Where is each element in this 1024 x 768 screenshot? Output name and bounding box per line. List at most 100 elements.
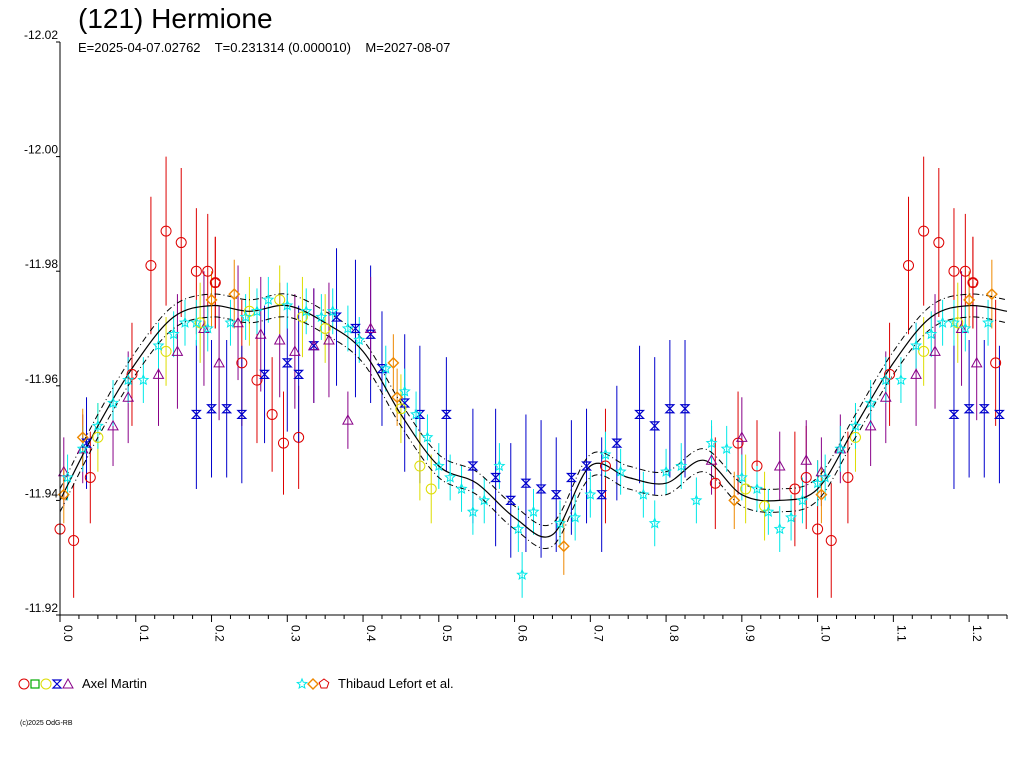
data-point <box>171 345 184 356</box>
x-tick-label: 0.8 <box>667 625 681 642</box>
data-point <box>395 403 407 415</box>
data-point <box>224 316 237 328</box>
data-point <box>259 369 271 379</box>
data-point <box>796 494 809 506</box>
data-point <box>599 448 612 460</box>
data-point <box>596 490 608 500</box>
data-point <box>379 362 392 374</box>
data-point <box>76 431 89 444</box>
data-point <box>266 408 278 420</box>
data-point <box>505 495 517 505</box>
data-point <box>825 535 837 547</box>
data-point <box>527 505 540 517</box>
data-point <box>76 442 89 454</box>
data-point <box>399 398 411 408</box>
data-point <box>963 293 976 306</box>
data-point <box>300 304 313 317</box>
data-point <box>849 419 862 432</box>
y-tick-label: -12.00 <box>24 143 58 157</box>
data-point <box>387 356 400 369</box>
data-point <box>432 459 445 472</box>
data-point <box>478 494 491 506</box>
data-point <box>982 316 995 328</box>
data-point <box>107 419 119 431</box>
data-point <box>773 522 786 535</box>
data-point <box>614 465 627 477</box>
data-point <box>175 237 187 249</box>
data-point <box>849 431 861 443</box>
data-point <box>440 409 452 420</box>
y-tick-label: -11.98 <box>25 257 58 271</box>
data-point <box>709 477 721 489</box>
data-point <box>675 459 688 472</box>
data-point <box>190 316 203 328</box>
x-tick-label: 1.1 <box>894 625 908 642</box>
data-point <box>948 409 960 420</box>
data-point <box>705 454 718 465</box>
legend-marker <box>51 678 63 689</box>
data-point <box>936 316 949 328</box>
data-point <box>918 225 930 237</box>
data-point <box>326 305 339 317</box>
data-point <box>490 472 502 483</box>
data-point <box>879 373 892 386</box>
data-point <box>978 404 990 414</box>
legend-marker <box>62 677 74 688</box>
data-point <box>550 490 562 500</box>
data-point <box>425 483 437 495</box>
data-point <box>948 265 960 277</box>
data-point <box>918 345 930 357</box>
data-point <box>599 460 611 472</box>
legend-marker <box>18 678 30 689</box>
data-point <box>811 476 824 489</box>
data-point <box>800 454 813 465</box>
data-point <box>410 408 423 420</box>
data-point <box>520 478 532 488</box>
data-point <box>679 404 691 414</box>
data-point <box>236 357 248 369</box>
data-point <box>444 471 457 483</box>
data-point <box>364 322 377 333</box>
data-point <box>281 299 294 311</box>
x-tick-label: 0.6 <box>516 625 530 642</box>
chart-title: (121) Hermione <box>78 3 273 34</box>
data-point <box>834 442 847 454</box>
data-point <box>122 373 135 386</box>
data-point <box>250 304 263 317</box>
data-point <box>493 459 506 472</box>
data-point <box>959 322 972 334</box>
data-point <box>455 482 468 495</box>
data-point <box>735 431 748 442</box>
data-point <box>894 373 907 386</box>
data-point <box>274 294 286 306</box>
data-point <box>254 328 267 339</box>
data-point <box>190 265 202 277</box>
data-point <box>342 414 354 425</box>
data-point <box>293 369 305 379</box>
data-point <box>353 333 366 346</box>
legend-marker <box>307 677 319 690</box>
data-point <box>985 288 998 301</box>
legend-marker <box>40 678 52 689</box>
data-point <box>421 431 434 443</box>
data-point <box>91 419 104 432</box>
data-point <box>221 404 233 414</box>
data-point <box>970 356 983 368</box>
data-point <box>557 540 570 553</box>
data-point <box>648 516 661 529</box>
x-tick-label: 0.9 <box>743 625 757 642</box>
data-point <box>649 421 661 431</box>
data-point <box>554 516 567 529</box>
data-point <box>205 293 218 306</box>
data-point <box>910 339 923 351</box>
axes: -12.02 -12.00 -11.98 -11.96 -11.94 -11.920.0 0… <box>24 28 1008 642</box>
x-tick-label: 1.0 <box>819 625 833 642</box>
legend-marker <box>296 677 309 689</box>
data-point <box>947 316 960 328</box>
data-point <box>800 471 812 483</box>
chart-subtitle: E=2025-04-07.02762 T=0.231314 (0.000010)… <box>78 40 451 55</box>
data-point <box>535 484 547 494</box>
data-point <box>201 322 214 334</box>
data-point <box>751 460 763 472</box>
